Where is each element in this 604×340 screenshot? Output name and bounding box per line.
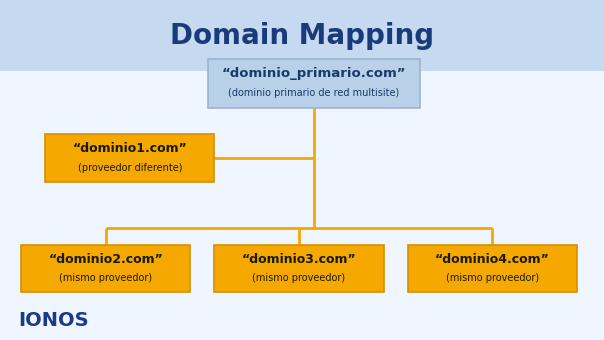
Text: (mismo proveedor): (mismo proveedor): [252, 273, 345, 283]
Text: (mismo proveedor): (mismo proveedor): [446, 273, 539, 283]
Text: “dominio2.com”: “dominio2.com”: [48, 253, 163, 266]
Text: (dominio primario de red multisite): (dominio primario de red multisite): [228, 88, 400, 98]
Text: “dominio3.com”: “dominio3.com”: [242, 253, 356, 266]
FancyBboxPatch shape: [214, 245, 384, 292]
FancyBboxPatch shape: [208, 58, 420, 108]
Text: Domain Mapping: Domain Mapping: [170, 22, 434, 50]
Text: (proveedor diferente): (proveedor diferente): [77, 163, 182, 173]
FancyBboxPatch shape: [45, 134, 214, 182]
Bar: [0, 0, 604, 71]
FancyBboxPatch shape: [21, 245, 190, 292]
Text: “dominio_primario.com”: “dominio_primario.com”: [222, 67, 406, 80]
Text: “dominio1.com”: “dominio1.com”: [72, 142, 187, 155]
Text: “dominio4.com”: “dominio4.com”: [435, 253, 550, 266]
FancyBboxPatch shape: [408, 245, 577, 292]
Text: (mismo proveedor): (mismo proveedor): [59, 273, 152, 283]
Text: IONOS: IONOS: [18, 311, 89, 330]
